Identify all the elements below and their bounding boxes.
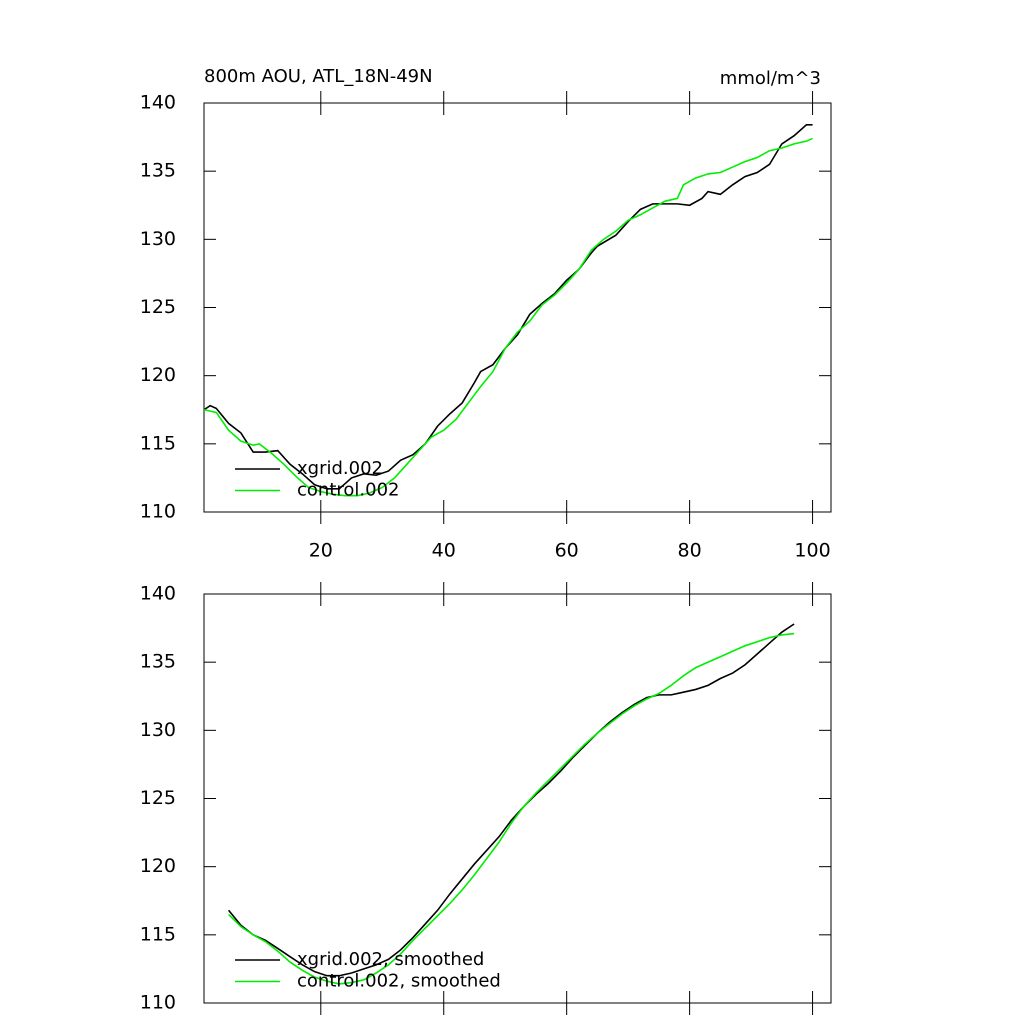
y-tick-label: 135	[140, 160, 176, 182]
data-line	[227, 623, 795, 977]
legend-label: xgrid.002, smoothed	[297, 949, 484, 970]
legend-label: xgrid.002	[297, 458, 383, 479]
y-tick-label: 120	[140, 364, 176, 386]
y-tick-label: 110	[140, 501, 176, 523]
y-tick-label: 115	[140, 432, 176, 454]
y-tick-label: 120	[140, 855, 176, 877]
units-label: mmol/m^3	[720, 68, 821, 89]
x-tick-label: 20	[309, 540, 333, 562]
data-line	[203, 137, 813, 497]
x-tick-label: 60	[555, 540, 579, 562]
chart-title: 800m AOU, ATL_18N-49N	[204, 66, 433, 87]
x-tick-label: 80	[678, 540, 702, 562]
y-tick-label: 125	[140, 296, 176, 318]
legend-label: control.002, smoothed	[297, 971, 501, 992]
data-line	[228, 632, 795, 985]
y-tick-label: 130	[140, 719, 176, 741]
y-tick-label: 140	[140, 583, 176, 605]
y-tick-label: 115	[140, 923, 176, 945]
y-tick-label: 135	[140, 651, 176, 673]
y-tick-label: 140	[140, 92, 176, 114]
data-line	[203, 124, 813, 490]
x-tick-label: 100	[794, 540, 830, 562]
x-tick-label: 40	[432, 540, 456, 562]
y-tick-label: 130	[140, 228, 176, 250]
y-tick-label: 110	[140, 992, 176, 1014]
legend-label: control.002	[297, 480, 399, 501]
y-tick-label: 125	[140, 787, 176, 809]
plot-frame	[203, 593, 832, 1004]
